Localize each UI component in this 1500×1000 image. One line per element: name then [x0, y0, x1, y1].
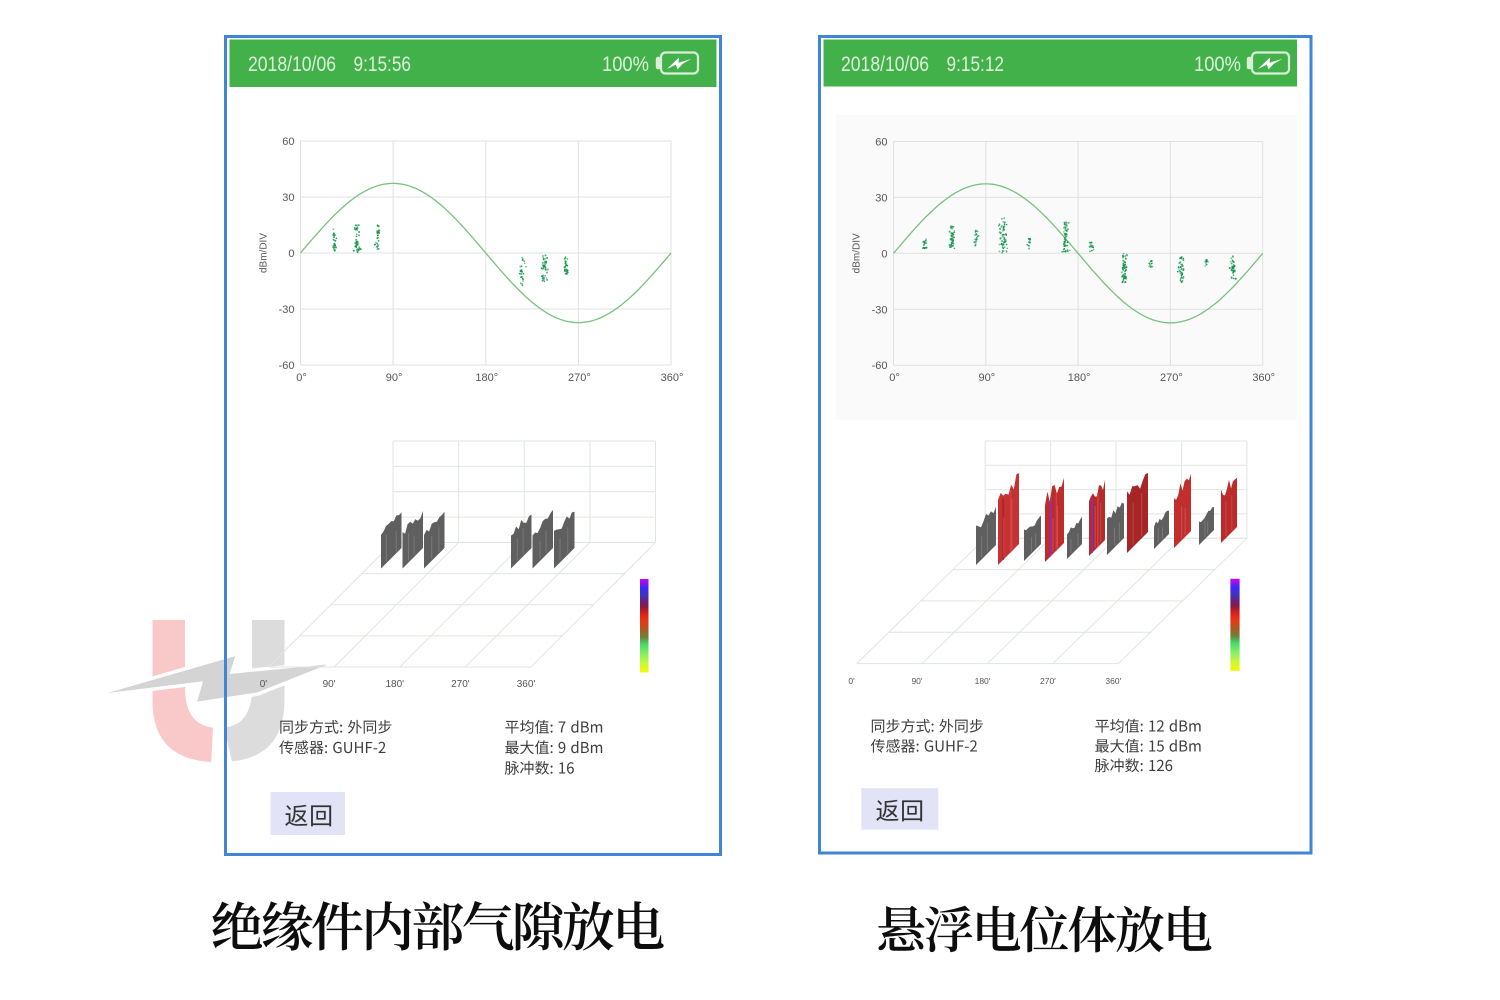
svg-text:0°: 0° [296, 372, 307, 384]
svg-text:0': 0' [848, 676, 855, 686]
svg-text:60: 60 [282, 136, 294, 148]
svg-text:270°: 270° [568, 372, 591, 384]
svg-text:360': 360' [517, 679, 536, 690]
svg-text:270': 270' [451, 679, 470, 690]
svg-text:dBm/DIV: dBm/DIV [259, 233, 270, 273]
svg-text:-30: -30 [872, 304, 888, 316]
svg-text:90°: 90° [386, 372, 403, 384]
svg-text:100%: 100% [1194, 53, 1241, 76]
svg-text:180°: 180° [1068, 372, 1091, 384]
svg-text:60: 60 [875, 137, 887, 149]
svg-text:90°: 90° [978, 372, 995, 384]
svg-text:0°: 0° [889, 372, 900, 384]
svg-text:0: 0 [288, 248, 294, 260]
svg-text:-60: -60 [872, 360, 888, 372]
svg-text:2018/10/06: 2018/10/06 [841, 53, 929, 76]
svg-text:180°: 180° [475, 372, 498, 384]
svg-text:2018/10/06: 2018/10/06 [248, 53, 336, 76]
svg-text:270°: 270° [1160, 372, 1183, 384]
svg-text:90': 90' [911, 676, 922, 686]
svg-text:360': 360' [1105, 676, 1121, 686]
svg-text:9:15:12: 9:15:12 [947, 53, 1005, 76]
svg-text:90': 90' [323, 679, 336, 690]
svg-text:0: 0 [881, 248, 887, 260]
svg-text:270': 270' [1040, 676, 1056, 686]
svg-text:100%: 100% [602, 53, 649, 76]
svg-text:-30: -30 [279, 304, 295, 316]
svg-text:-60: -60 [279, 360, 295, 372]
svg-text:360°: 360° [661, 372, 684, 384]
svg-text:dBm/DIV: dBm/DIV [852, 233, 863, 273]
svg-text:360°: 360° [1252, 372, 1275, 384]
svg-text:30: 30 [282, 192, 294, 204]
svg-text:9:15:56: 9:15:56 [354, 53, 412, 76]
svg-text:0': 0' [260, 679, 268, 690]
svg-text:180': 180' [386, 679, 405, 690]
svg-text:180': 180' [975, 676, 991, 686]
svg-text:30: 30 [875, 192, 887, 204]
